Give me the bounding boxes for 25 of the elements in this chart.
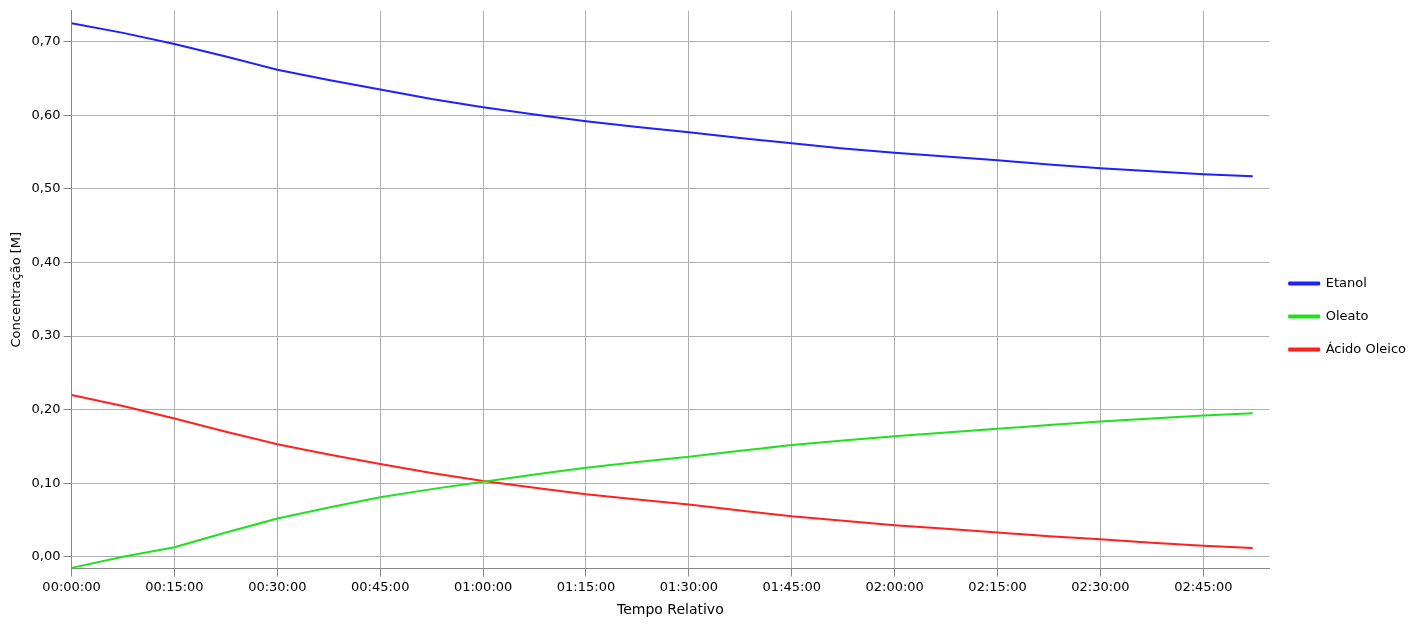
x-tick-label: 01:30:00 [659, 578, 719, 594]
y-tick-label: 0,30 [31, 327, 61, 343]
x-tick-label: 00:15:00 [145, 578, 204, 594]
x-tick-label: 02:30:00 [1071, 578, 1130, 594]
x-tick-label: 00:45:00 [351, 578, 410, 594]
x-tick-label: 02:00:00 [865, 578, 924, 594]
x-tick-label: 01:15:00 [556, 578, 616, 594]
y-tick-label: 0,10 [31, 474, 61, 490]
y-tick-label: 0,00 [31, 548, 61, 564]
y-axis-title: Concentração [M] [8, 231, 24, 348]
y-tick-label: 0,40 [31, 253, 61, 269]
x-tick-label: 00:30:00 [248, 578, 307, 594]
legend-label: Ácido Oleico [1325, 340, 1407, 356]
x-axis-title: Tempo Relativo [615, 601, 724, 618]
x-tick-label: 02:45:00 [1174, 578, 1233, 594]
x-tick-label: 02:15:00 [968, 578, 1027, 594]
y-tick-label: 0,20 [31, 401, 61, 417]
y-tick-label: 0,60 [31, 106, 61, 122]
legend-label: Oleato [1325, 307, 1369, 323]
legend-label: Etanol [1325, 274, 1367, 290]
x-tick-label: 00:00:00 [42, 578, 101, 594]
y-tick-label: 0,50 [31, 180, 61, 196]
x-tick-label: 01:00:00 [453, 578, 513, 594]
x-tick-label: 01:45:00 [762, 578, 821, 594]
y-tick-label: 0,70 [31, 33, 61, 49]
